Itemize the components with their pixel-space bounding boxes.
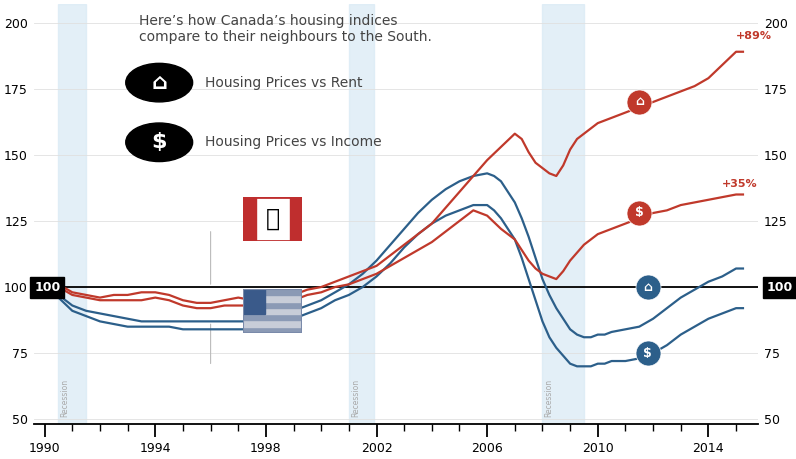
Bar [58, 4, 86, 425]
Bar [243, 289, 302, 296]
Bar [243, 308, 302, 314]
Bar [243, 289, 264, 314]
Text: ⌂: ⌂ [634, 95, 644, 108]
Text: ⌂: ⌂ [643, 280, 652, 293]
Text: $: $ [643, 347, 652, 359]
Text: Housing Prices vs Rent: Housing Prices vs Rent [205, 76, 363, 90]
Bar [542, 4, 584, 425]
Text: Recession: Recession [544, 378, 554, 416]
Text: 🍁: 🍁 [266, 207, 279, 231]
Bar [243, 197, 256, 241]
Text: +35%: +35% [722, 179, 758, 189]
Bar [243, 326, 302, 333]
Text: Recession: Recession [351, 378, 360, 416]
Bar [290, 197, 302, 241]
Text: +89%: +89% [736, 31, 772, 41]
Text: Housing Prices vs Income: Housing Prices vs Income [205, 135, 382, 149]
Text: $: $ [151, 132, 167, 152]
Bar [243, 302, 302, 308]
Bar [243, 314, 302, 320]
Bar [243, 320, 302, 326]
Text: ⌂: ⌂ [151, 73, 167, 93]
Text: $: $ [635, 207, 644, 219]
Text: Recession: Recession [60, 378, 70, 416]
Text: 100: 100 [34, 280, 60, 293]
Text: Here’s how Canada’s housing indices
compare to their neighbours to the South.: Here’s how Canada’s housing indices comp… [139, 14, 432, 44]
Bar [349, 4, 374, 425]
Bar [243, 296, 302, 302]
Text: 100: 100 [767, 280, 793, 293]
